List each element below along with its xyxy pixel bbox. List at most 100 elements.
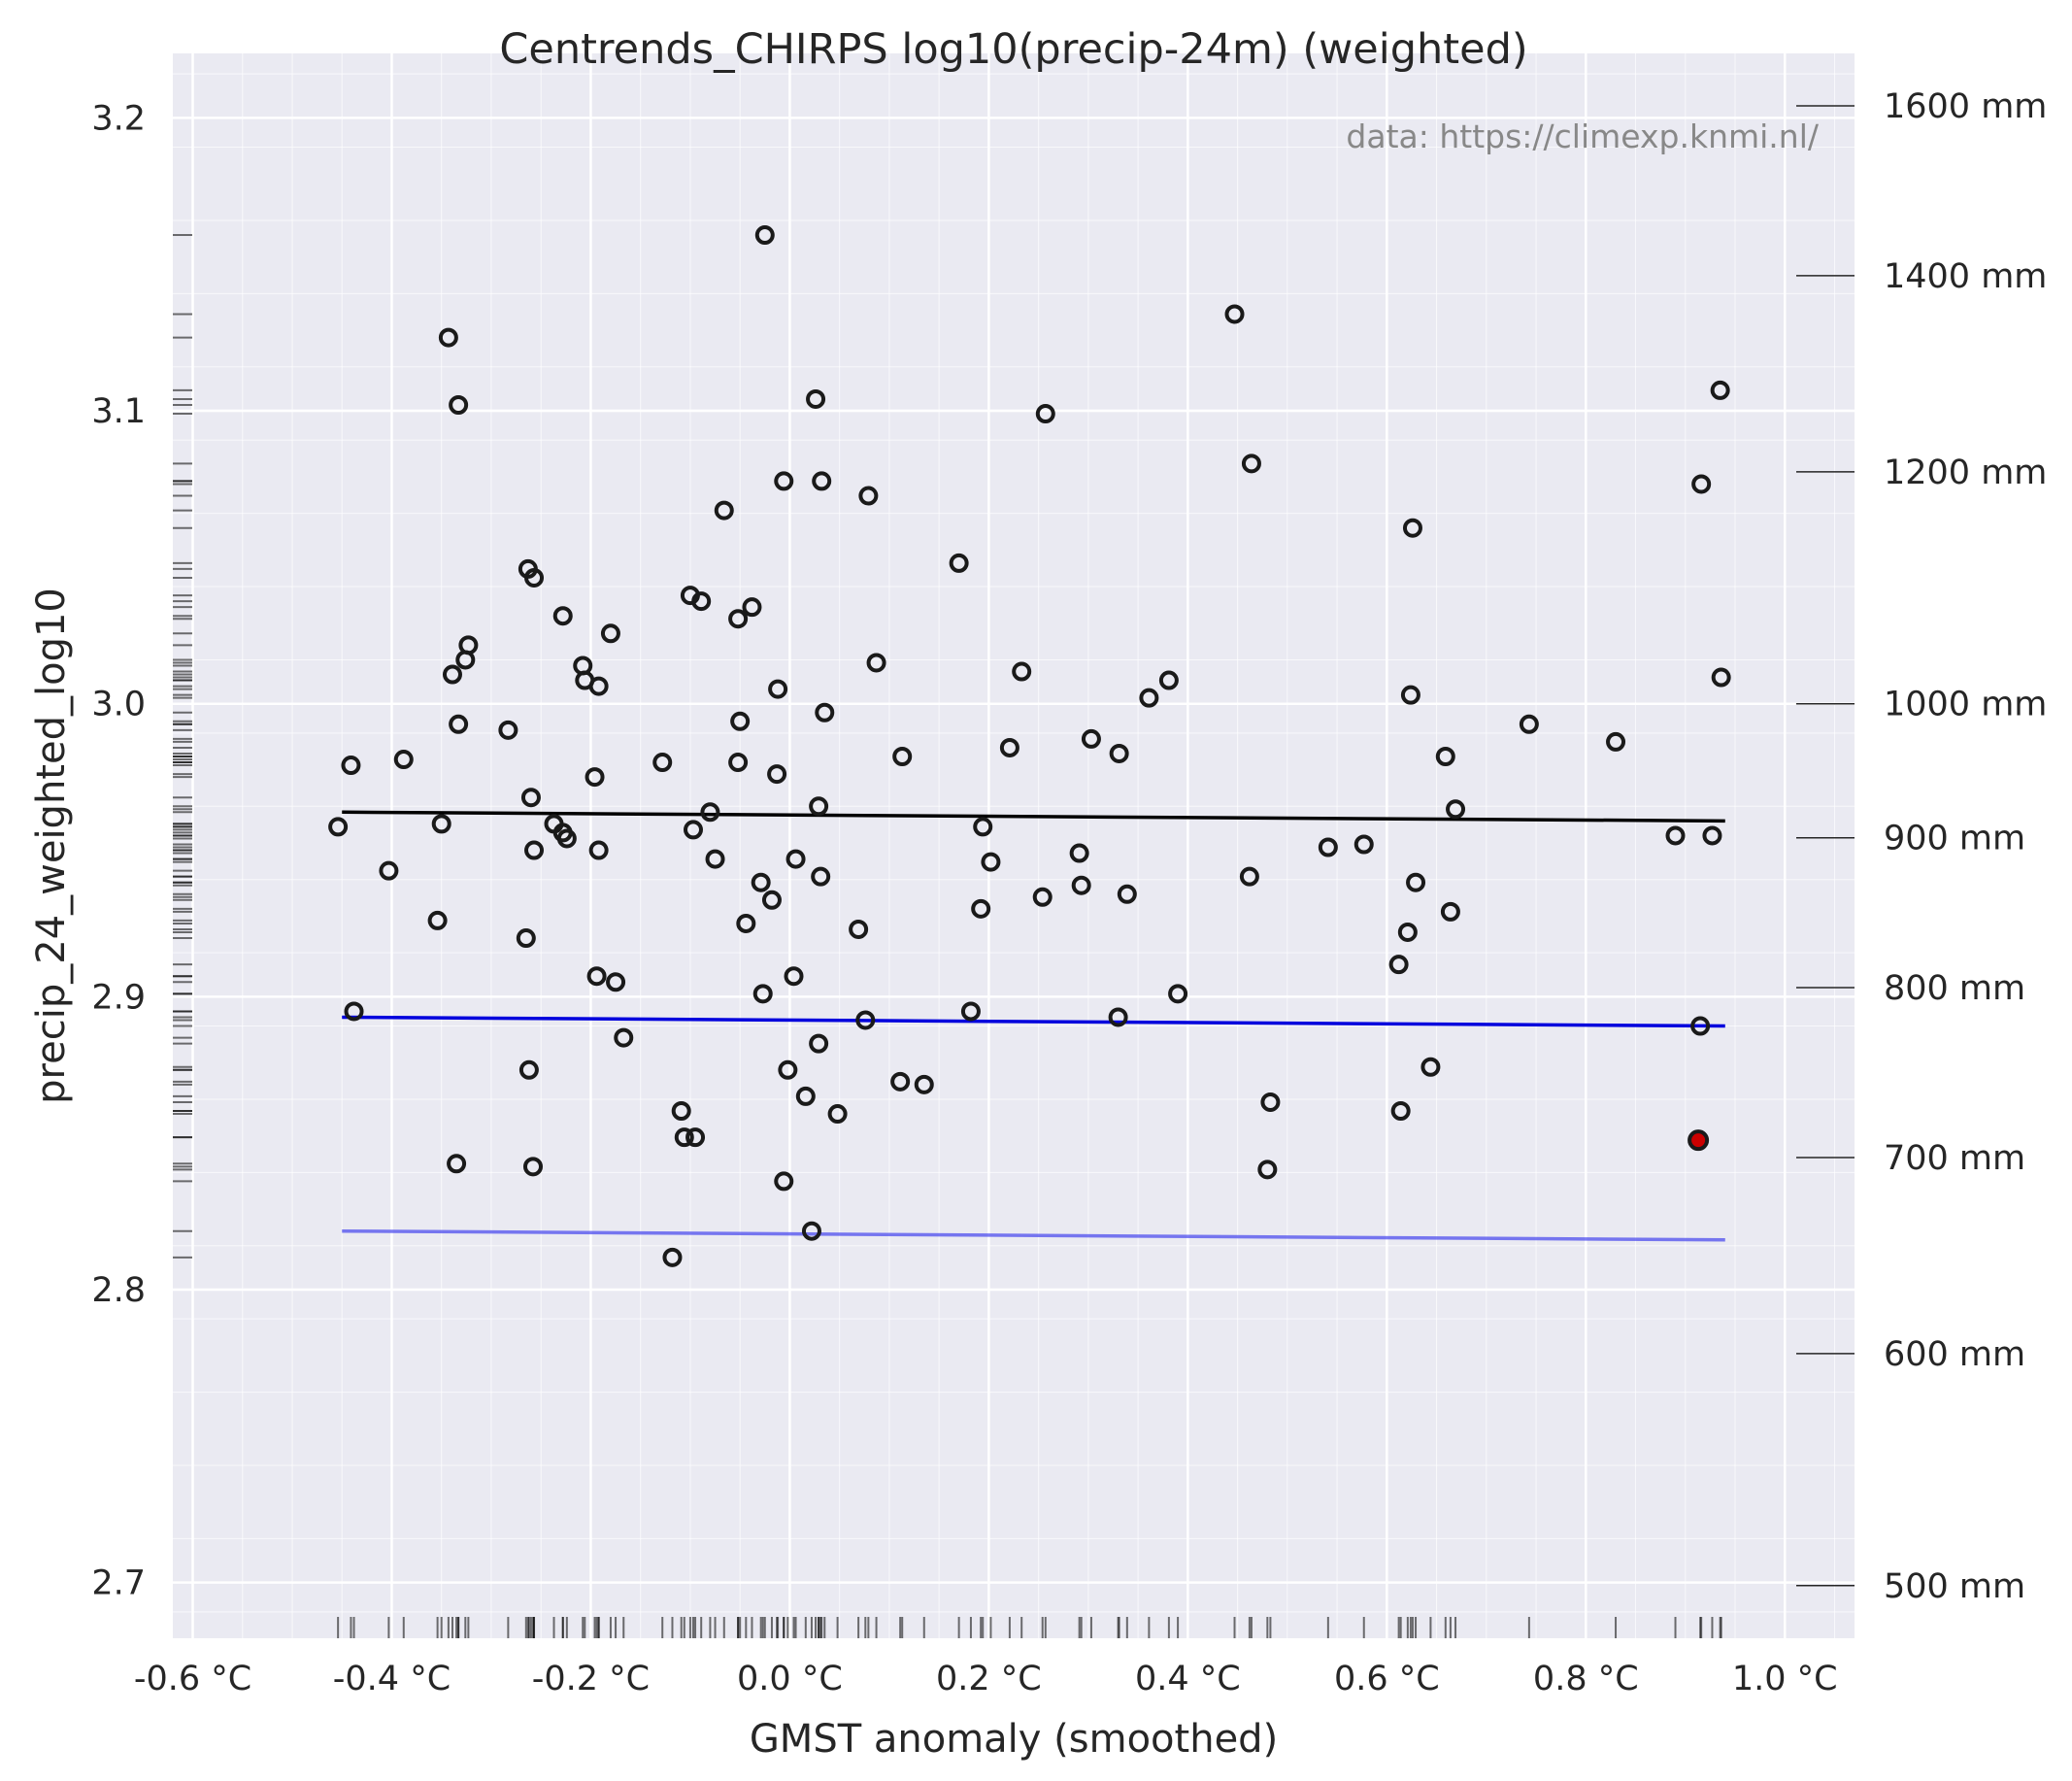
data-point [1400,685,1420,705]
x-tick-label: 0.2 °C [936,1660,1042,1698]
data-point [1108,1007,1128,1027]
data-point [1139,688,1159,708]
data-point [767,764,787,785]
data-point [1032,887,1053,907]
data-point [1071,875,1091,895]
x-rug [337,1617,1722,1638]
data-point [1440,901,1460,922]
data-point [1081,728,1101,749]
data-point [752,984,773,1004]
fit-lines [342,810,1725,1242]
right-tick-label: 700 mm [1884,1139,2025,1178]
right-tick-label: 500 mm [1884,1567,2025,1606]
data-point [806,388,826,409]
x-tick-label: -0.6 °C [134,1660,251,1698]
data-point [1711,667,1731,688]
data-point [1435,746,1455,766]
data-point [866,653,886,673]
data-point [1519,714,1539,734]
data-point [1239,866,1259,887]
y-tick-label: 2.9 [91,978,146,1017]
plot-background [173,53,1855,1638]
data-point [812,471,832,491]
right-tick-label: 1000 mm [1884,686,2047,724]
data-point [442,664,462,685]
data-point [730,711,751,731]
data-point [809,796,829,817]
right-tick-label: 1600 mm [1884,87,2047,126]
data-point [498,720,518,740]
data-point [736,913,756,933]
right-tick-label: 1200 mm [1884,454,2047,492]
data-point [1117,884,1137,904]
data-point [1710,380,1730,400]
data-point [971,898,991,919]
data-point [1606,731,1626,752]
data-point [520,788,541,808]
data-point [768,679,788,699]
data-point [431,814,451,834]
data-point [784,966,804,987]
x-axis-label: GMST anomaly (smoothed) [750,1717,1278,1762]
data-point [683,820,703,840]
x-tick-label: -0.4 °C [333,1660,451,1698]
data-point [785,849,806,869]
data-point [344,1001,364,1022]
data-point [518,1059,539,1080]
data-point [1402,518,1422,538]
data-point [1168,984,1188,1004]
chart-title: Centrends_CHIRPS log10(precip-24m) (weig… [499,25,1527,74]
data-point [960,1001,981,1022]
data-point [1012,661,1032,682]
data-point [809,1033,829,1054]
data-point [1035,404,1055,424]
data-point [671,1101,691,1122]
data-point [1158,670,1179,690]
data-point [379,860,399,881]
data-point [774,471,794,491]
data-point [1241,454,1261,474]
data-point [588,676,609,696]
y-axis-label: precip_24_weighted_log10 [29,588,74,1104]
data-point [999,737,1019,757]
data-point [438,327,458,348]
data-point [449,394,469,415]
data-point [588,840,609,860]
x-tick-label: 0.4 °C [1135,1660,1241,1698]
x-tick-label: -0.2 °C [532,1660,650,1698]
data-point [751,872,771,892]
data-credit: data: https://climexp.knmi.nl/ [1346,118,1819,155]
data-point [1690,1016,1711,1036]
fit-line [342,810,1725,823]
x-tick-labels: -0.6 °C -0.4 °C -0.2 °C 0.0 °C 0.2 °C 0.4 °C 0… [134,1660,1838,1698]
data-point [1224,304,1245,324]
fit-line [342,1228,1725,1242]
data-point [973,817,993,837]
right-tick-label: 800 mm [1884,969,2025,1008]
data-point [427,910,448,930]
data-point [754,225,775,246]
data-point [981,852,1001,872]
data-point [700,802,720,823]
data-point [849,919,869,939]
data-point [522,1157,543,1177]
data-point [714,500,734,521]
data-point [1260,1092,1281,1112]
data-point [614,1027,634,1048]
right-tick-label: 1400 mm [1884,257,2047,296]
data-point [341,756,361,776]
data-point [1257,1159,1278,1180]
data-point [449,714,469,734]
data-point [1665,825,1686,846]
data-point [1446,799,1466,820]
data-point [1702,825,1722,846]
data-point [516,928,536,949]
data-point [705,849,725,869]
x-tick-label: 0.0 °C [737,1660,843,1698]
data-point [328,817,349,837]
y-tick-label: 3.0 [91,686,146,724]
data-point [586,966,607,987]
data-point [728,609,749,629]
data-point [674,1127,694,1148]
